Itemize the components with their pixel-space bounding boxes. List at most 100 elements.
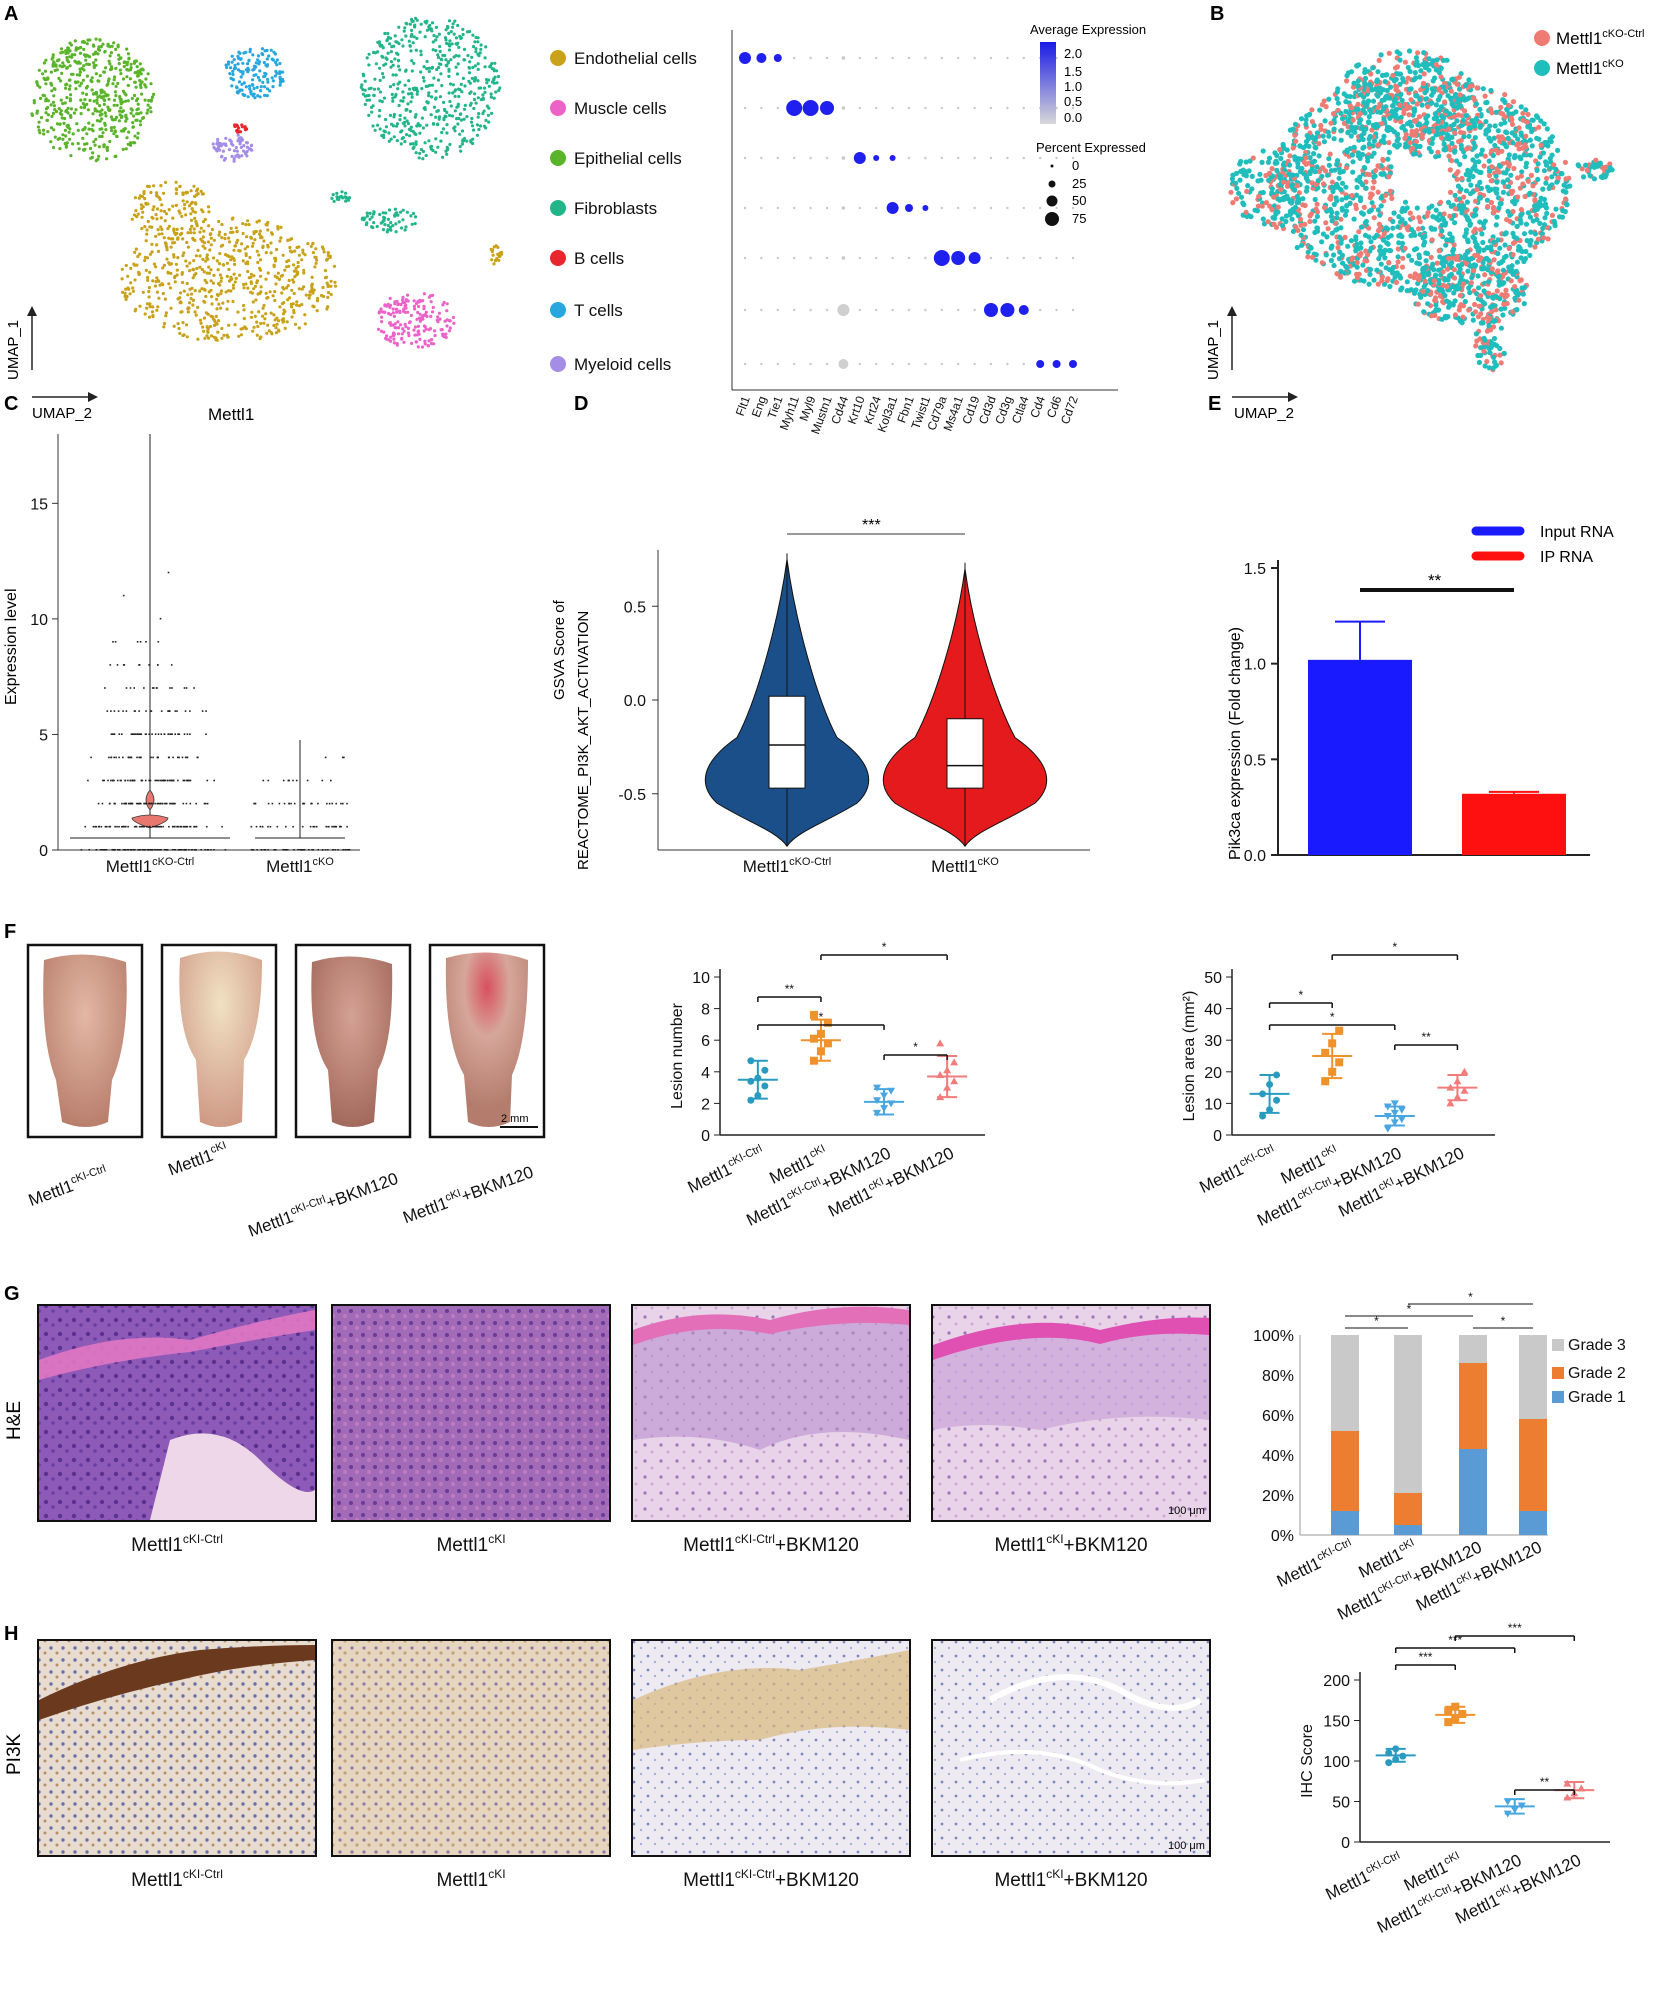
c-point: [288, 802, 290, 805]
c-point: [94, 825, 96, 828]
c-point: [137, 733, 139, 735]
c-point: [339, 825, 341, 828]
panel-letter-e: E: [1208, 393, 1221, 415]
d-box-0: [768, 695, 806, 789]
expression-dot: [825, 256, 829, 260]
panel-letter-c: C: [4, 393, 18, 415]
g-caption-2: Mettl1cKI-Ctrl+BKM120: [683, 1532, 859, 1556]
c-point: [264, 849, 267, 851]
c-point: [191, 849, 193, 851]
expression-dot: [1036, 360, 1045, 368]
expression-dot: [957, 106, 960, 110]
c-point: [342, 802, 344, 805]
g-bar-segment: [1331, 1335, 1359, 1431]
h-image-captions: Mettl1cKI-Ctrl Mettl1cKI Mettl1cKI-Ctrl+BK…: [131, 1867, 1147, 1891]
c-group-label: Mettl1cKO-Ctrl: [106, 856, 194, 876]
c-point: [171, 802, 174, 805]
expression-dot: [793, 156, 796, 160]
c-point: [110, 756, 113, 759]
data-point: [809, 1034, 818, 1043]
c-point: [159, 849, 161, 851]
c-point: [261, 825, 264, 828]
c-point: [140, 733, 143, 735]
c-point: [283, 849, 285, 851]
expression-dot: [838, 359, 849, 369]
c-point: [205, 733, 207, 735]
f-photo-captions: Mettl1cKI-Ctrl Mettl1cKI Mettl1cKI-Ctrl+BK…: [26, 1139, 536, 1240]
c-point: [125, 802, 128, 805]
expression-dot: [841, 156, 846, 160]
c-point: [206, 825, 208, 828]
expression-dot: [802, 100, 819, 116]
h-caption-2: Mettl1cKI-Ctrl+BKM120: [683, 1867, 859, 1891]
c-point: [121, 733, 123, 735]
cell-type-swatch: [550, 302, 566, 318]
expression-dot: [760, 362, 763, 366]
tick-label: 40: [1204, 1002, 1222, 1019]
cell-type-label: Epithelial cells: [574, 149, 682, 168]
c-point: [308, 849, 310, 851]
g-bar-segment: [1459, 1363, 1487, 1449]
c-point: [102, 779, 104, 782]
c-point: [186, 733, 189, 735]
expression-dot: [989, 156, 993, 160]
c-point: [145, 733, 147, 735]
c-point: [340, 802, 342, 805]
c-point: [273, 849, 275, 851]
data-point: [1563, 1793, 1572, 1801]
data-point: [1273, 1071, 1281, 1079]
c-point: [124, 779, 127, 782]
c-point: [250, 849, 253, 851]
c-point: [113, 710, 116, 712]
c-point: [177, 756, 179, 759]
expression-dot: [793, 56, 796, 60]
umap-cluster-3: [130, 180, 211, 241]
c-point: [113, 756, 115, 759]
data-point: [1259, 1112, 1267, 1120]
c-point: [99, 849, 102, 851]
violin-d: GSVA Score of REACTOME_PI3K_AKT_ACTIVATI…: [551, 517, 1090, 876]
tick-label: 100: [1323, 1754, 1350, 1771]
c-point: [169, 687, 171, 689]
expression-dot: [957, 156, 960, 160]
expression-dot: [743, 362, 747, 366]
c-point: [150, 710, 153, 712]
c-point: [195, 825, 198, 828]
data-point: [873, 1097, 882, 1105]
expression-dot: [940, 362, 943, 366]
c-point: [100, 825, 103, 828]
expression-dot: [924, 256, 927, 260]
data-point: [1328, 1067, 1337, 1076]
expression-dot: [957, 308, 960, 312]
c-point: [282, 779, 285, 782]
c-point: [127, 779, 129, 782]
c-point: [121, 802, 123, 805]
c-point: [346, 802, 348, 805]
umap-cluster-9: [330, 190, 352, 203]
cell-type-label: T cells: [574, 301, 623, 320]
expression-dot: [989, 56, 993, 60]
c-point: [154, 802, 156, 805]
expression-dot: [973, 106, 976, 110]
expression-dot: [825, 206, 829, 210]
expression-dot: [853, 152, 866, 164]
c-point: [98, 825, 100, 828]
umap-b-axes: UMAP_1 UMAP_2: [1205, 306, 1298, 422]
d-group-label: Mettl1cKO-Ctrl: [743, 856, 831, 876]
tick-label: 200: [1323, 1673, 1350, 1690]
expression-dot: [1006, 156, 1009, 160]
c-point: [92, 825, 95, 828]
c-point: [343, 756, 345, 759]
c-point: [124, 825, 127, 828]
c-point: [193, 849, 196, 851]
expression-dot: [760, 308, 763, 312]
expression-dot: [1022, 256, 1025, 260]
c-point: [173, 849, 175, 851]
c-point: [180, 849, 182, 851]
c-point: [159, 825, 162, 828]
c-point: [151, 733, 153, 735]
x-group-label: Mettl1cKI-Ctrl: [1196, 1143, 1279, 1197]
c-point: [221, 825, 223, 828]
